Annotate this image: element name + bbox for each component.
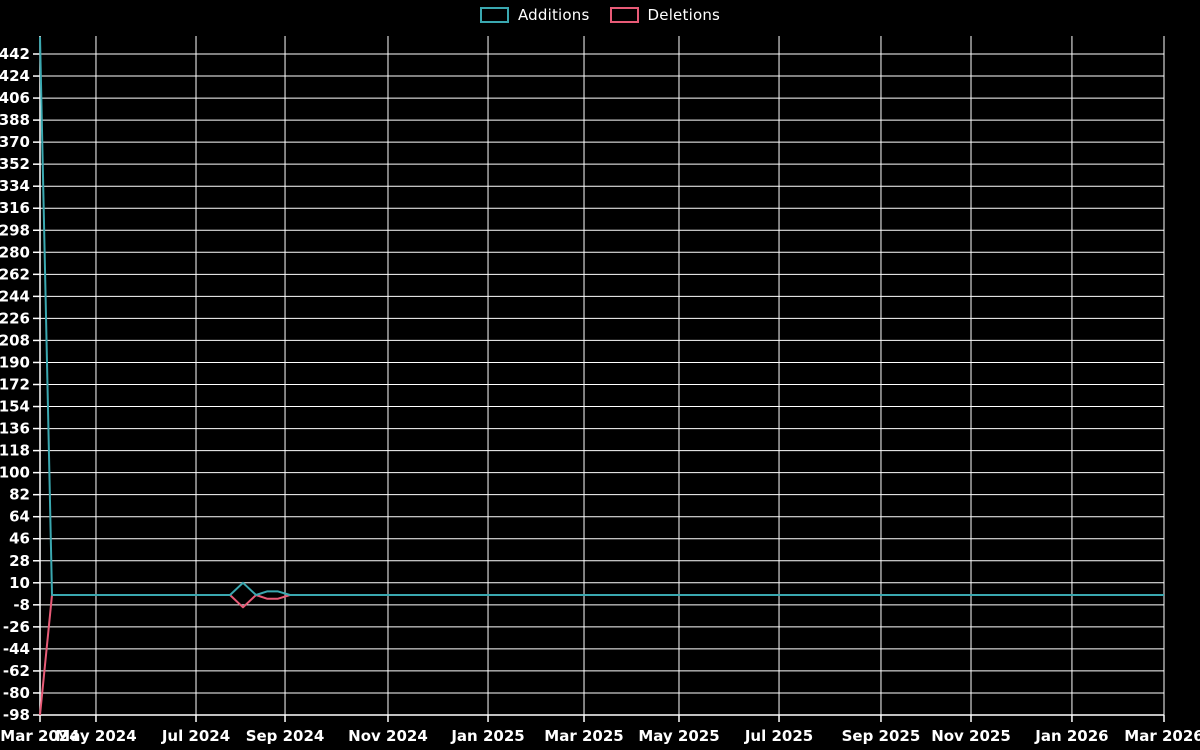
legend-label-additions: Additions (517, 6, 590, 24)
y-tick-label: 388 (0, 111, 30, 129)
y-tick-label: -26 (3, 618, 30, 636)
series-line-additions (39, 36, 1164, 596)
x-tick-label: Sep 2025 (842, 727, 921, 745)
y-tick-label: 172 (0, 376, 30, 394)
y-tick-label: -44 (3, 640, 30, 658)
y-tick-label: 334 (0, 177, 30, 195)
y-tick-label: 316 (0, 199, 30, 217)
x-tick-label: Mar 2025 (544, 727, 623, 745)
series-line-deletions (39, 594, 1164, 716)
y-tick-label: 244 (0, 287, 30, 305)
y-tick-label: 28 (9, 552, 30, 570)
y-tick-label: 10 (9, 574, 30, 592)
y-tick-label: 424 (0, 67, 30, 85)
y-tick-label: -62 (3, 662, 30, 680)
y-tick-label: -8 (13, 596, 30, 614)
x-tick-label: Mar 2024 (0, 727, 79, 745)
y-tick-label: 64 (9, 508, 30, 526)
x-tick-label: Mar 2026 (1124, 727, 1200, 745)
x-tick-label: Jul 2024 (161, 727, 230, 745)
legend-label-deletions: Deletions (647, 6, 721, 24)
chart-legend: Additions Deletions (0, 6, 1200, 24)
y-tick-label: 280 (0, 243, 30, 261)
x-tick-label: Jan 2026 (1034, 727, 1108, 745)
y-tick-label: 154 (0, 398, 30, 416)
y-tick-label: 82 (9, 486, 30, 504)
x-tick-label: Nov 2025 (931, 727, 1011, 745)
y-tick-label: 406 (0, 89, 30, 107)
y-tick-label: 370 (0, 133, 30, 151)
y-tick-label: 136 (0, 420, 30, 438)
y-tick-label: 190 (0, 353, 30, 371)
x-tick-label: Nov 2024 (348, 727, 428, 745)
y-tick-label: -80 (3, 684, 30, 702)
y-tick-label: 46 (9, 530, 30, 548)
x-tick-label: Jan 2025 (450, 727, 524, 745)
y-tick-label: 226 (0, 309, 30, 327)
x-tick-label: Sep 2024 (246, 727, 325, 745)
y-tick-label: 298 (0, 221, 30, 239)
x-tick-label: May 2025 (638, 727, 719, 745)
y-tick-label: 100 (0, 464, 30, 482)
y-tick-label: -98 (3, 706, 30, 724)
y-tick-label: 208 (0, 331, 30, 349)
additions-swatch-icon (479, 7, 509, 23)
y-tick-label: 352 (0, 155, 30, 173)
x-tick-label: Jul 2025 (744, 727, 813, 745)
legend-item-additions[interactable]: Additions (479, 6, 590, 24)
legend-item-deletions[interactable]: Deletions (609, 6, 721, 24)
deletions-swatch-icon (609, 7, 639, 23)
y-tick-label: 442 (0, 45, 30, 63)
x-tick-label: May 2024 (55, 727, 136, 745)
y-tick-label: 262 (0, 265, 30, 283)
y-tick-label: 118 (0, 442, 30, 460)
